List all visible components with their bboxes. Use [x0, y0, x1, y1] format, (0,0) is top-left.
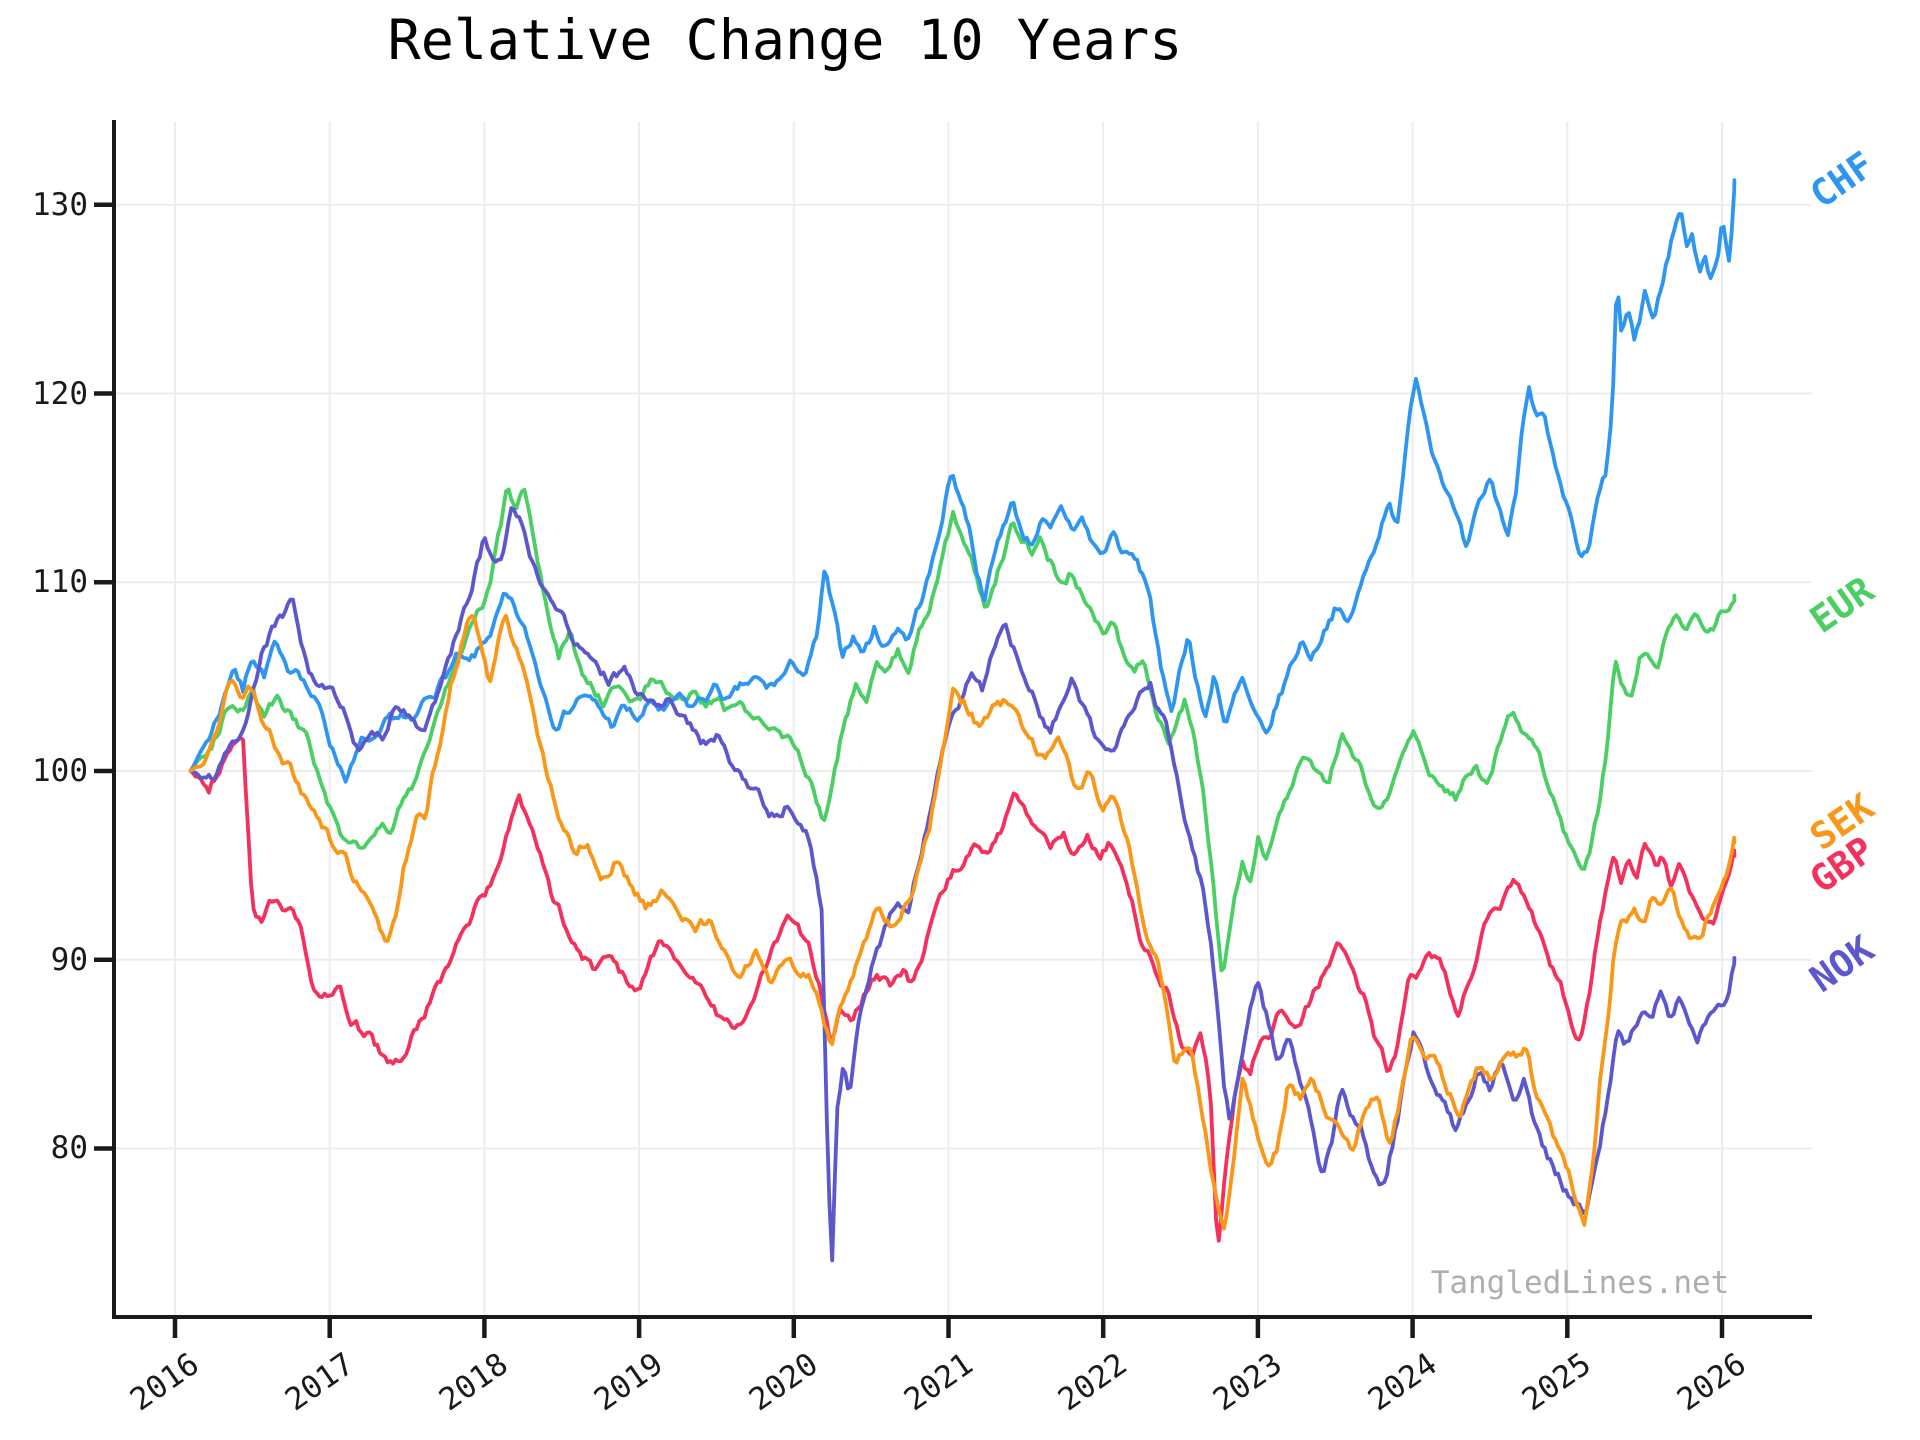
watermark: TangledLines.net [1430, 1265, 1730, 1301]
y-tick-label: 130 [32, 186, 88, 223]
series-line-gbp [188, 735, 1737, 1243]
y-tick-label: 110 [32, 564, 88, 601]
series-line-nok [188, 506, 1737, 1263]
y-tick-label: 120 [32, 375, 88, 412]
series-line-eur [188, 487, 1737, 973]
chart-title: Relative Change 10 Years [387, 8, 1183, 72]
y-tick-label: 80 [50, 1130, 88, 1167]
y-tick-label: 90 [50, 941, 88, 978]
series-line-chf [188, 178, 1737, 784]
y-tick-label: 100 [32, 753, 88, 789]
series-line-sek [188, 613, 1737, 1231]
